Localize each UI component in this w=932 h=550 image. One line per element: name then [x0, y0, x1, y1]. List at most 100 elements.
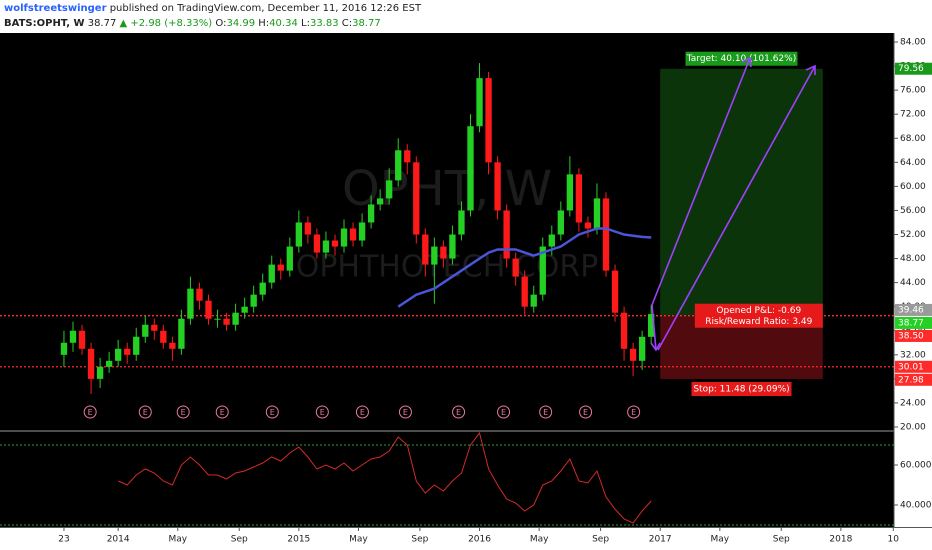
- candle-body: [295, 222, 303, 247]
- author[interactable]: wolfstreetswinger: [4, 3, 107, 14]
- candle-body: [620, 312, 628, 349]
- change: ▲ +2.98 (+8.33%): [120, 18, 213, 29]
- candle-body: [304, 222, 312, 235]
- arrow-line: [651, 57, 751, 306]
- h-label: H:: [258, 18, 269, 29]
- x-tick-label: Sep: [773, 535, 790, 545]
- candle-body: [259, 282, 266, 295]
- earnings-label: E: [320, 408, 325, 417]
- earnings-marker: [497, 405, 511, 419]
- watermark-company: OPHTHOTECH CORP: [296, 250, 599, 285]
- candle-body: [602, 198, 610, 271]
- y-tick-label: 60.00: [900, 182, 926, 192]
- candle-body: [96, 366, 104, 379]
- earnings-marker: [355, 405, 369, 419]
- stop-label-box: [691, 381, 792, 396]
- candle-body: [638, 336, 646, 361]
- candle-body: [648, 314, 655, 337]
- earnings-label: E: [501, 408, 506, 417]
- candle-body: [611, 270, 619, 313]
- x-tick-label: May: [711, 535, 730, 545]
- y-tick-label: 20.00: [900, 422, 926, 432]
- candle-body: [87, 348, 95, 379]
- earnings-marker: [539, 405, 553, 419]
- symbol-line: BATS:OPHT, W 38.77 ▲ +2.98 (+8.33%) O:34…: [4, 18, 381, 29]
- h-value: 40.34: [269, 18, 298, 29]
- candle-body: [413, 162, 420, 235]
- candle-body: [178, 318, 185, 349]
- candle-body: [422, 234, 429, 265]
- earnings-label: E: [631, 408, 636, 417]
- candle-body: [557, 210, 564, 235]
- candle-body: [133, 336, 140, 355]
- x-tick-label: 2018: [829, 535, 852, 545]
- y-tick-label: 40.0000: [900, 501, 932, 511]
- candle-body: [548, 234, 555, 247]
- y-tick-label: 44.00: [900, 278, 926, 288]
- price-level-box: [895, 316, 932, 329]
- x-tick-label: 2017: [649, 535, 672, 545]
- x-tick-label: May: [349, 535, 368, 545]
- candle-body: [322, 240, 330, 253]
- arrow-line: [657, 65, 816, 351]
- candle-body: [503, 210, 510, 259]
- candle-body: [593, 198, 601, 229]
- candle-body: [124, 348, 131, 355]
- candle-body: [358, 222, 366, 241]
- projection-arrows: [650, 56, 816, 352]
- price-level-box: [895, 329, 932, 342]
- x-tick-label: 2014: [107, 535, 130, 545]
- x-tick-label: May: [168, 535, 187, 545]
- candle-body: [241, 306, 248, 313]
- candle-body: [367, 204, 375, 223]
- candle-body: [521, 276, 528, 307]
- price-level-label: 79.56: [898, 64, 924, 74]
- price-level-box: [895, 360, 932, 373]
- earnings-marker: [579, 405, 593, 419]
- earnings-label: E: [220, 408, 225, 417]
- earnings-marker: [83, 405, 97, 419]
- earnings-marker: [452, 405, 466, 419]
- earnings-marker: [398, 405, 412, 419]
- c-label: C:: [342, 18, 352, 29]
- price-level-label: 30.01: [898, 362, 924, 372]
- x-tick-label: 10: [888, 535, 900, 545]
- candle-body: [115, 348, 122, 361]
- l-value: 33.83: [310, 18, 339, 29]
- y-tick-label: 56.00: [900, 206, 926, 216]
- price-level-label: 38.77: [898, 318, 924, 328]
- candle-body: [331, 240, 339, 247]
- earnings-label: E: [403, 408, 408, 417]
- x-tick-label: Sep: [411, 535, 428, 545]
- earnings-marker: [176, 405, 190, 419]
- candle-body: [105, 360, 113, 367]
- candle-body: [566, 174, 574, 211]
- candle-body: [205, 300, 212, 319]
- rr-label: Risk/Reward Ratio: 3.49: [705, 317, 812, 327]
- earnings-label: E: [88, 408, 93, 417]
- price-level-box: [895, 373, 932, 386]
- stop-label: Stop: 11.48 (29.09%): [693, 384, 789, 394]
- candle-body: [232, 312, 239, 325]
- y-tick-label: 76.00: [900, 86, 926, 96]
- x-tick-label: 23: [58, 535, 69, 545]
- candle-body: [376, 198, 384, 205]
- y-tick-label: 84.00: [900, 38, 926, 48]
- candle-body: [69, 330, 77, 343]
- price-level-box: [895, 303, 932, 316]
- y-tick-label: 24.00: [900, 398, 926, 408]
- earnings-marker: [138, 405, 152, 419]
- earnings-marker: [215, 405, 229, 419]
- candle-body: [277, 264, 284, 271]
- x-tick-label: May: [530, 535, 549, 545]
- candle-body: [539, 246, 546, 295]
- x-tick-label: 2016: [468, 535, 491, 545]
- price-level-label: 38.50: [898, 331, 924, 341]
- candle-body: [467, 126, 474, 211]
- y-tick-label: 68.00: [900, 134, 926, 144]
- candle-body: [187, 288, 194, 319]
- price-level-box: [895, 62, 932, 75]
- c-value: 38.77: [352, 18, 381, 29]
- price-level-label: 27.98: [898, 375, 924, 385]
- earnings-marker: [627, 405, 641, 419]
